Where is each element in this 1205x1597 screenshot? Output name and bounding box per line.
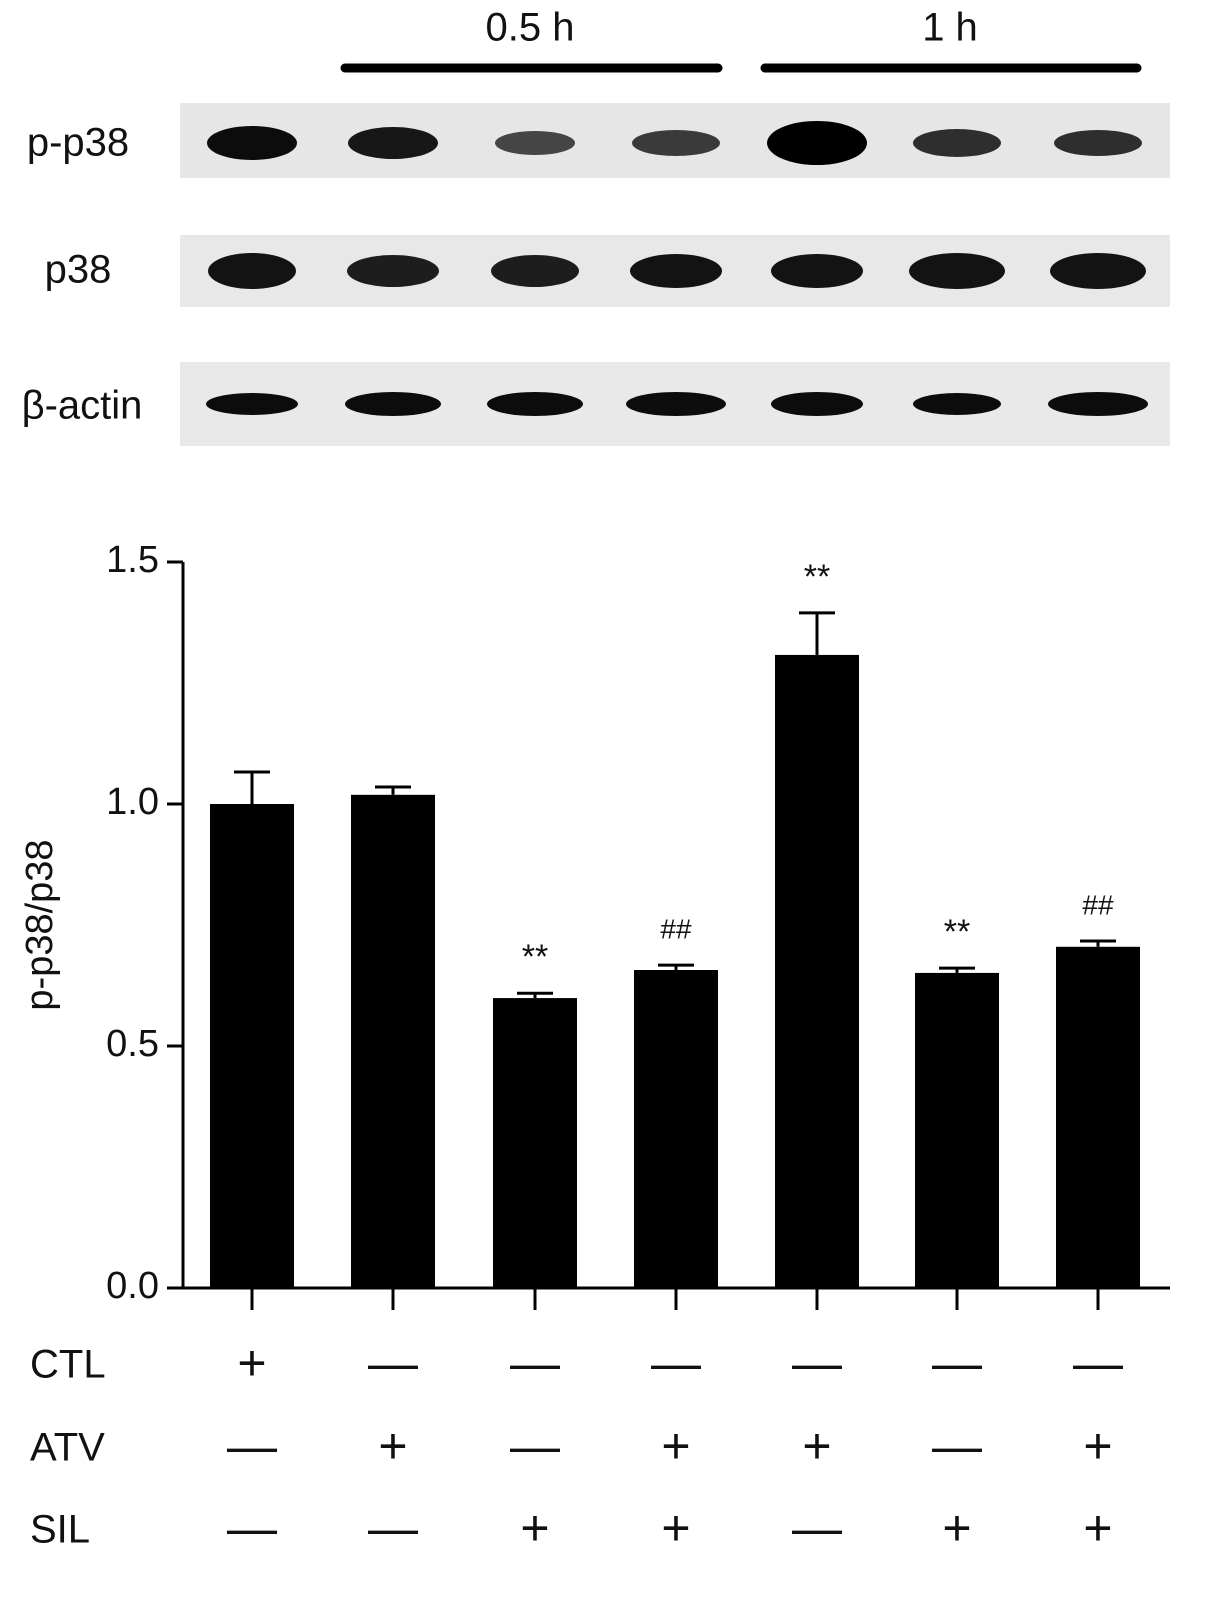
time-label: 1 h xyxy=(922,6,978,50)
treatment-sign: + xyxy=(661,1418,690,1474)
treatment-sign: — xyxy=(368,1500,418,1556)
blot-row-label: β-actin xyxy=(22,384,143,428)
blot-band xyxy=(913,129,1001,157)
bar xyxy=(210,804,294,1288)
significance-label: ## xyxy=(1082,889,1114,920)
blot-band xyxy=(487,392,583,416)
blot-band xyxy=(208,253,296,289)
blot-band xyxy=(913,393,1001,415)
significance-label: ## xyxy=(660,914,692,945)
blot-band xyxy=(1050,253,1146,289)
blot-band xyxy=(348,127,438,159)
y-tick-label: 1.0 xyxy=(106,781,159,823)
blot-band xyxy=(632,130,720,156)
treatment-label: CTL xyxy=(30,1343,106,1387)
treatment-sign: — xyxy=(227,1500,277,1556)
blot-band xyxy=(626,392,726,416)
blot-row-label: p38 xyxy=(45,248,112,292)
treatment-sign: — xyxy=(651,1335,701,1391)
treatment-sign: — xyxy=(510,1418,560,1474)
significance-label: ** xyxy=(804,558,830,596)
treatment-sign: + xyxy=(942,1500,971,1556)
treatment-label: SIL xyxy=(30,1508,90,1552)
treatment-sign: — xyxy=(1073,1335,1123,1391)
blot-band xyxy=(771,254,863,288)
treatment-sign: — xyxy=(792,1335,842,1391)
time-label: 0.5 h xyxy=(486,6,575,50)
blot-band xyxy=(771,392,863,416)
treatment-sign: + xyxy=(802,1418,831,1474)
treatment-sign: + xyxy=(378,1418,407,1474)
treatment-sign: — xyxy=(932,1335,982,1391)
blot-band xyxy=(1054,130,1142,156)
blot-band xyxy=(347,255,439,287)
treatment-sign: + xyxy=(1083,1500,1112,1556)
treatment-sign: — xyxy=(932,1418,982,1474)
blot-band xyxy=(495,131,575,155)
y-axis-label: p-p38/p38 xyxy=(19,839,61,1010)
blot-band xyxy=(206,393,298,415)
treatment-sign: — xyxy=(510,1335,560,1391)
blot-row-label: p-p38 xyxy=(27,121,129,165)
blot-band xyxy=(630,254,722,288)
bar xyxy=(351,794,435,1288)
blot-band xyxy=(207,126,297,160)
blot-band xyxy=(491,255,579,287)
bar xyxy=(493,998,577,1288)
treatment-sign: — xyxy=(792,1500,842,1556)
bar xyxy=(915,972,999,1288)
treatment-sign: — xyxy=(368,1335,418,1391)
blot-band xyxy=(345,392,441,416)
treatment-sign: — xyxy=(227,1418,277,1474)
significance-label: ** xyxy=(522,938,548,976)
significance-label: ** xyxy=(944,913,970,951)
bar xyxy=(775,654,859,1288)
blot-band xyxy=(767,121,867,165)
treatment-sign: + xyxy=(237,1335,266,1391)
y-tick-label: 0.5 xyxy=(106,1023,159,1065)
treatment-sign: + xyxy=(1083,1418,1112,1474)
blot-band xyxy=(909,253,1005,289)
treatment-label: ATV xyxy=(30,1426,105,1470)
bar xyxy=(1056,946,1140,1288)
bar xyxy=(634,970,718,1288)
treatment-sign: + xyxy=(661,1500,690,1556)
treatment-sign: + xyxy=(520,1500,549,1556)
y-tick-label: 0.0 xyxy=(106,1265,159,1307)
y-tick-label: 1.5 xyxy=(106,539,159,581)
blot-band xyxy=(1048,392,1148,416)
